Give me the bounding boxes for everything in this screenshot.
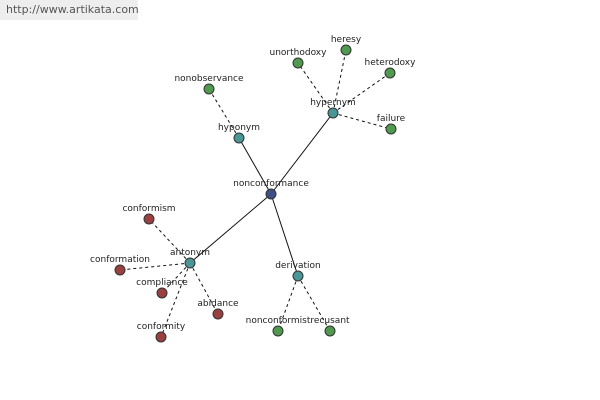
node — [327, 107, 339, 119]
node — [385, 123, 397, 135]
node — [143, 213, 155, 225]
node-label: derivation — [275, 261, 321, 271]
dashed-edge — [297, 275, 331, 332]
dashed-edge — [148, 218, 191, 264]
node-label: failure — [377, 114, 406, 124]
node-label: recusant — [310, 316, 350, 326]
node — [156, 287, 168, 299]
node — [212, 308, 224, 320]
edge — [270, 112, 334, 195]
node-label: conformism — [122, 204, 175, 214]
edge — [238, 137, 272, 195]
dashed-edge — [277, 275, 299, 332]
node — [155, 331, 167, 343]
node-label: hyponym — [218, 123, 260, 133]
node-label: conformity — [137, 322, 186, 332]
node-label: conformation — [90, 255, 150, 265]
node-label: heresy — [331, 35, 362, 45]
node-label: abidance — [197, 299, 239, 309]
dashed-edge — [297, 62, 334, 114]
edge — [189, 193, 272, 264]
node-label: nonconformance — [233, 179, 309, 189]
node — [203, 83, 215, 95]
dashed-edge — [161, 262, 191, 294]
node-label: compliance — [136, 278, 188, 288]
dashed-edge — [332, 49, 347, 114]
node — [384, 67, 396, 79]
node-label: nonobservance — [174, 74, 244, 84]
node — [292, 270, 304, 282]
node — [340, 44, 352, 56]
node-label: hypernym — [310, 98, 356, 108]
watermark: http://www.artikata.com — [0, 0, 139, 20]
node-label: antonym — [170, 248, 210, 258]
edge — [270, 193, 299, 277]
node-label: nonconformist — [246, 316, 311, 326]
node — [184, 257, 196, 269]
node — [324, 325, 336, 337]
node — [292, 57, 304, 69]
node — [233, 132, 245, 144]
node — [114, 264, 126, 276]
dashed-edge — [189, 262, 219, 315]
node — [265, 188, 277, 200]
dashed-edge — [160, 262, 191, 338]
node-label: heterodoxy — [365, 58, 417, 68]
dashed-edge — [332, 112, 392, 130]
node-label: unorthodoxy — [270, 48, 328, 58]
node — [272, 325, 284, 337]
